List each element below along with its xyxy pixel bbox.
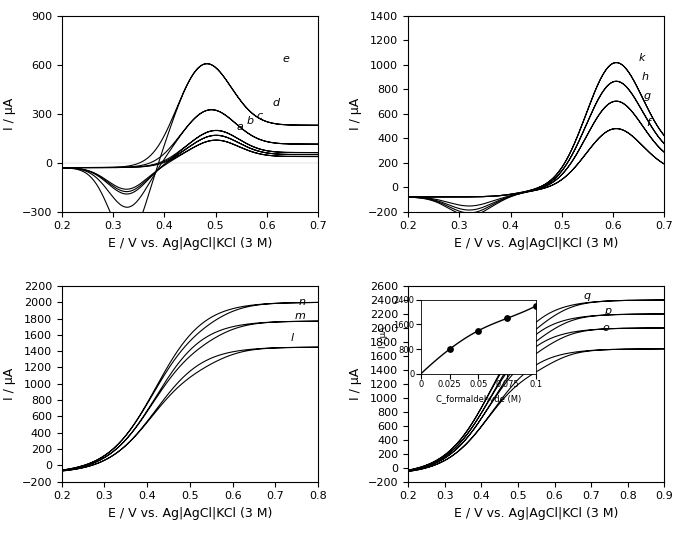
Text: m: m	[295, 310, 306, 320]
X-axis label: E / V vs. Ag|AgCl|KCl (3 M): E / V vs. Ag|AgCl|KCl (3 M)	[454, 507, 619, 520]
Text: o: o	[602, 323, 609, 333]
Text: a: a	[236, 122, 243, 132]
X-axis label: E / V vs. Ag|AgCl|KCl (3 M): E / V vs. Ag|AgCl|KCl (3 M)	[454, 237, 619, 250]
Text: d: d	[272, 98, 279, 109]
Text: e: e	[282, 54, 289, 64]
Text: h: h	[641, 72, 649, 82]
Text: f: f	[647, 118, 650, 128]
X-axis label: E / V vs. Ag|AgCl|KCl (3 M): E / V vs. Ag|AgCl|KCl (3 M)	[108, 507, 272, 520]
Text: b: b	[247, 117, 253, 126]
Text: g: g	[644, 91, 651, 101]
Text: n: n	[299, 297, 306, 307]
Text: c: c	[257, 111, 263, 121]
Text: q: q	[584, 291, 591, 301]
Y-axis label: I / μA: I / μA	[3, 368, 16, 400]
Text: k: k	[639, 54, 645, 63]
Y-axis label: I / μA: I / μA	[349, 368, 362, 400]
Y-axis label: I / μA: I / μA	[3, 98, 16, 130]
Y-axis label: I / μA: I / μA	[349, 98, 362, 130]
Text: p: p	[604, 306, 611, 316]
X-axis label: E / V vs. Ag|AgCl|KCl (3 M): E / V vs. Ag|AgCl|KCl (3 M)	[108, 237, 272, 250]
Text: l: l	[290, 333, 293, 343]
